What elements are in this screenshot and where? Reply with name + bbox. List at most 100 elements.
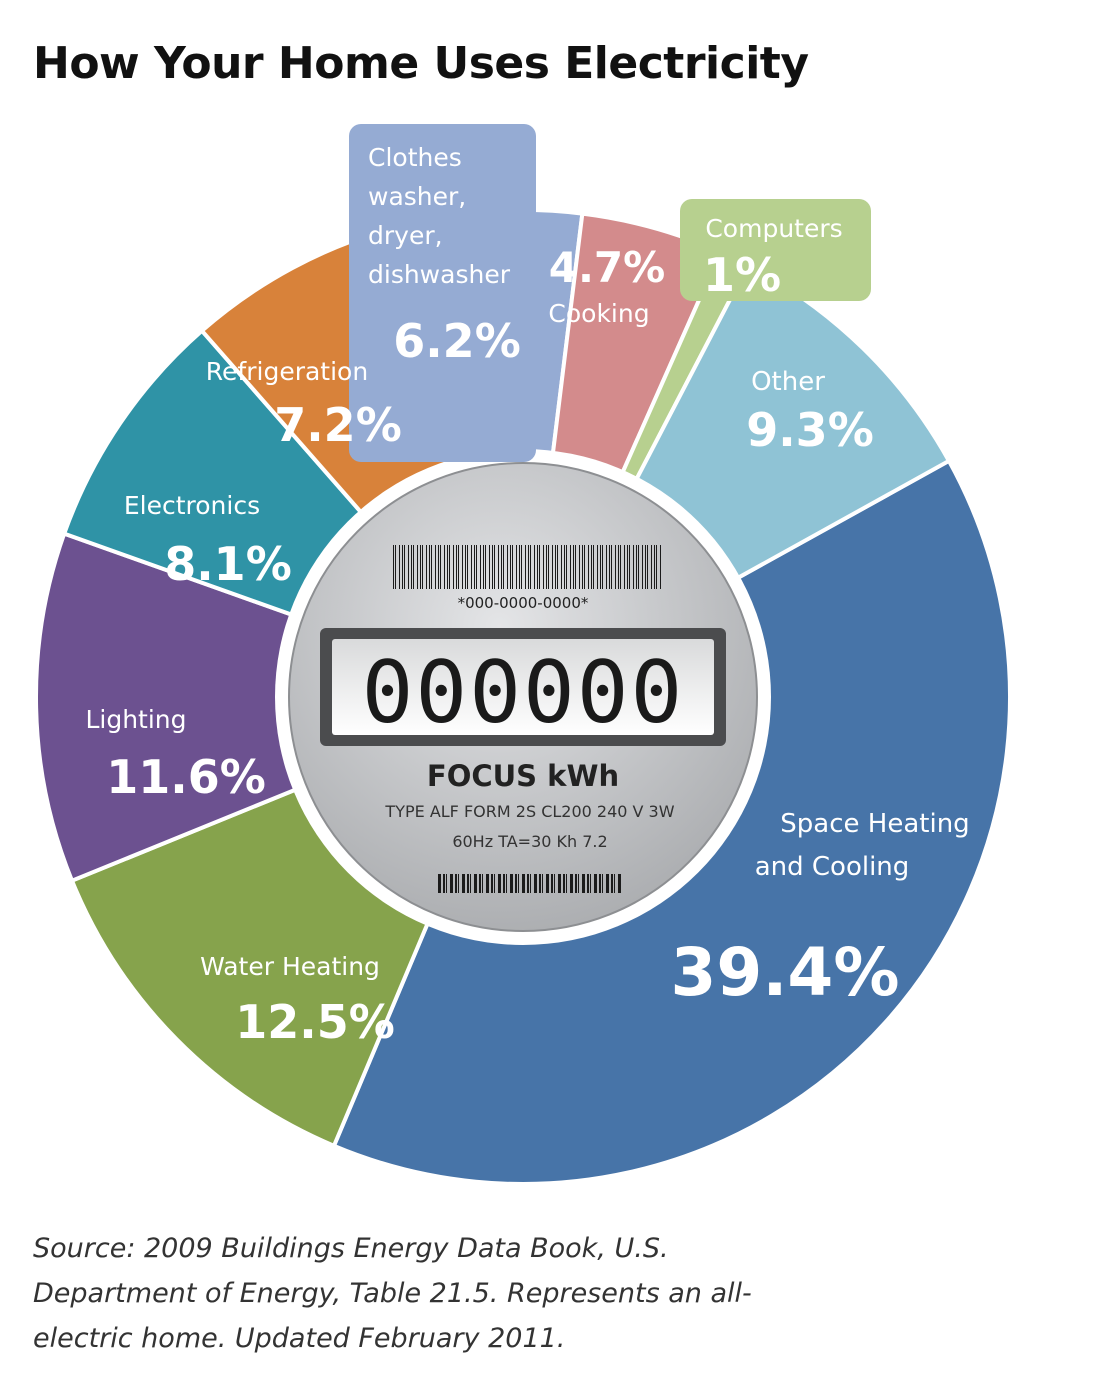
barcode-bar (602, 545, 603, 589)
barcode-bar (476, 545, 477, 589)
computers-label: Computers (705, 214, 842, 243)
barcode-bar (563, 874, 565, 893)
barcode-bar (435, 545, 436, 589)
barcode-bar (491, 874, 493, 893)
slice-labels: Clothes washer, dryer, dishwasher 6.2% 4… (85, 143, 969, 1049)
barcode-bar (570, 545, 571, 589)
barcode-bar (564, 545, 565, 589)
barcode-bar (609, 545, 610, 589)
barcode-bar (633, 545, 634, 589)
barcode-bar (546, 874, 549, 893)
barcode-bar (483, 545, 484, 589)
barcode-bar (474, 874, 477, 893)
source-note: Source: 2009 Buildings Energy Data Book,… (33, 1233, 752, 1354)
barcode-bar (458, 545, 459, 589)
barcode-bar (656, 545, 657, 589)
chart-title: How Your Home Uses Electricity (33, 38, 809, 89)
barcode-bar (539, 545, 540, 589)
barcode-bar (510, 874, 513, 893)
clothes-label-3: dryer, (368, 221, 443, 250)
barcode-bar (516, 545, 517, 589)
barcode-bar (402, 545, 403, 589)
barcode-bar (456, 545, 457, 589)
barcode-bar (501, 545, 502, 589)
barcode-bar (480, 545, 481, 589)
barcode-bar (554, 874, 555, 893)
barcode-bar (618, 545, 619, 589)
barcode-bar (525, 545, 526, 589)
barcode-bar (395, 545, 396, 589)
barcode-bar (642, 545, 643, 589)
barcode-bar (614, 874, 615, 893)
barcode-bar (599, 874, 601, 893)
meter-reading: 000000 (362, 643, 685, 743)
barcode-bar (548, 545, 549, 589)
barcode-bar (498, 874, 501, 893)
barcode-bar (590, 874, 591, 893)
clothes-callout (349, 124, 536, 462)
barcode-bar (530, 545, 531, 589)
clothes-label-2: washer, (368, 182, 466, 211)
computers-pct: 1% (703, 248, 781, 302)
refrigeration-pct: 7.2% (274, 398, 402, 452)
barcode-bar (465, 545, 466, 589)
barcode-bar (579, 545, 580, 589)
barcode-bottom (438, 874, 621, 893)
barcode-bar (479, 874, 481, 893)
barcode-bar (611, 545, 612, 589)
barcode-bar (551, 874, 553, 893)
barcode-bar (542, 874, 543, 893)
barcode-bar (471, 545, 472, 589)
barcode-bar (573, 545, 574, 589)
meter-face: *000-0000-0000* 000000 FOCUS kWh TYPE AL… (275, 449, 771, 945)
barcode-bar (552, 545, 553, 589)
barcode-bar (498, 545, 499, 589)
barcode-bar (521, 545, 522, 589)
barcode-bar (651, 545, 652, 589)
barcode-bar (486, 874, 489, 893)
barcode-bar (426, 545, 427, 589)
barcode-bar (443, 874, 445, 893)
lcd-screen (332, 639, 714, 735)
barcode-bar (510, 545, 511, 589)
barcode-bar (438, 874, 441, 893)
barcode-bar (519, 545, 520, 589)
barcode-bar (582, 545, 583, 589)
barcode-bar (458, 874, 459, 893)
barcode-bar (446, 874, 447, 893)
barcode-bar (543, 545, 544, 589)
barcode-bar (606, 874, 609, 893)
barcode-bar (518, 874, 519, 893)
barcode-bar (444, 545, 445, 589)
barcode-bar (492, 545, 493, 589)
barcode-bar (555, 545, 556, 589)
barcode-bar (485, 545, 486, 589)
barcode-bar (557, 545, 558, 589)
barcode-bar (417, 545, 418, 589)
barcode-bar (527, 874, 529, 893)
barcode-bar (584, 545, 585, 589)
lighting-label: Lighting (85, 705, 186, 734)
barcode-bar (512, 545, 513, 589)
barcode-bar (447, 545, 448, 589)
barcode-bar (575, 874, 577, 893)
clothes-label-4: dishwasher (368, 260, 511, 289)
barcode-bar (588, 545, 589, 589)
barcode-top (393, 545, 661, 589)
barcode-bar (408, 545, 409, 589)
barcode-bar (611, 874, 613, 893)
clothes-pct: 6.2% (393, 314, 521, 368)
barcode-bar (624, 545, 625, 589)
meter-spec-1: TYPE ALF FORM 2S CL200 240 V 3W (384, 802, 674, 821)
barcode-bar (618, 874, 621, 893)
electronics-label: Electronics (124, 491, 260, 520)
space-label-1: Space Heating (780, 809, 969, 839)
barcode-bar (411, 545, 412, 589)
barcode-bar (494, 545, 495, 589)
barcode-bar (534, 874, 537, 893)
barcode-bar (593, 545, 594, 589)
space-pct: 39.4% (671, 934, 900, 1011)
barcode-bar (636, 545, 637, 589)
barcode-bar (620, 545, 621, 589)
